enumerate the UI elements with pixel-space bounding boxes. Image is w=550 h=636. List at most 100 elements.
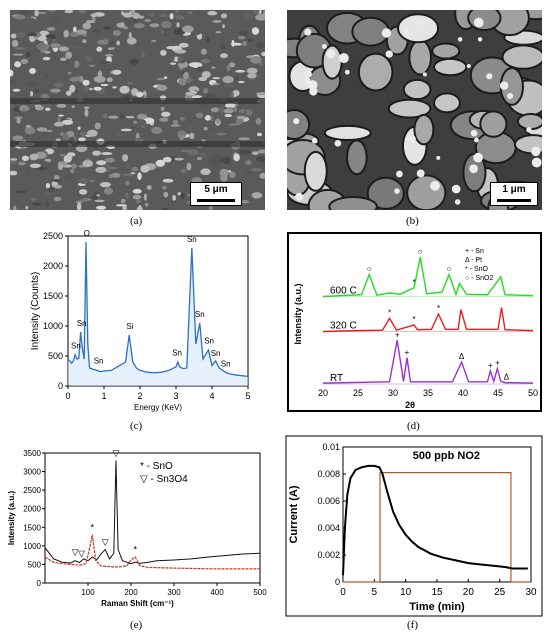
caption-c: (c)	[130, 420, 143, 432]
sem-a-grain	[250, 55, 262, 64]
sem-a-grain	[22, 109, 27, 112]
sem-a-grain	[67, 71, 72, 75]
sem-a-grain	[12, 53, 24, 56]
sem-a-grain	[151, 39, 157, 42]
sem-a-grain	[233, 106, 237, 112]
sem-a-grain	[13, 14, 26, 20]
sem-a-grain	[75, 29, 88, 35]
y-tick-label: 500	[28, 560, 42, 569]
peak-marker: *	[437, 304, 440, 313]
sem-a-grain	[163, 191, 169, 198]
sem-b-particle	[469, 164, 478, 174]
sem-a-grain	[34, 105, 44, 111]
sem-a-grain	[244, 170, 255, 174]
sem-a-grain	[73, 132, 78, 135]
peak-marker: *	[412, 315, 415, 324]
sem-b-particle	[408, 135, 416, 143]
sem-a-grain	[45, 182, 50, 189]
peak-label: Sn	[94, 356, 104, 365]
sem-b-grain	[432, 57, 468, 77]
sem-a-grain	[70, 169, 75, 174]
sem-a-grain	[69, 77, 80, 82]
sem-a-grain	[88, 64, 96, 67]
peak-marker: *	[412, 278, 415, 287]
y-tick-label: 0	[37, 579, 42, 588]
sem-a-grain	[115, 204, 128, 207]
sem-a-grain	[56, 103, 67, 108]
sem-a-grain	[95, 166, 107, 173]
sem-a-stripe	[10, 141, 265, 147]
y-tick-label: 3500	[23, 449, 41, 458]
y-tick-label: 0.006	[317, 496, 340, 506]
sem-a-grain	[160, 21, 172, 29]
sem-b-particle	[394, 188, 400, 194]
y-axis-label: Intensity (Counts)	[30, 272, 41, 350]
x-tick-label: 4	[209, 391, 214, 401]
sem-a-grain	[130, 10, 136, 16]
x-tick-label: 0	[65, 391, 70, 401]
sem-a-grain	[74, 60, 80, 68]
sem-a-grain	[202, 87, 209, 94]
y-tick-label: 2000	[23, 505, 41, 514]
sem-a-grain	[51, 19, 63, 22]
x-tick-label: 20	[463, 587, 475, 598]
scale-bar-a: 5 μm	[190, 182, 242, 206]
sem-a-grain	[183, 71, 189, 80]
x-tick-label: 3	[173, 391, 178, 401]
sem-a-grain	[14, 61, 22, 68]
sem-a-grain	[119, 85, 130, 94]
sem-a-grain	[82, 85, 90, 93]
sem-a-grain	[13, 205, 17, 210]
sem-a-grain	[244, 160, 252, 166]
sem-a-grain	[90, 13, 98, 18]
sem-a-grain	[88, 87, 93, 91]
raman-series-line	[44, 460, 261, 565]
sem-b-particle	[304, 70, 312, 78]
sem-a-grain	[188, 62, 201, 68]
sem-a-grain	[82, 22, 92, 30]
sem-a-grain	[133, 22, 145, 29]
sem-a-grain	[10, 158, 18, 161]
sem-a-grain	[203, 126, 208, 131]
x-axis-label: Time (min)	[409, 601, 465, 613]
sem-a-grain	[87, 129, 98, 137]
x-tick-label: 10	[400, 587, 412, 598]
sem-a-grain	[106, 77, 113, 83]
legend-entry: * - SnO	[465, 266, 489, 273]
sem-b-particle	[436, 155, 441, 160]
sem-a-grain	[186, 162, 192, 171]
sem-b-particle	[416, 169, 425, 178]
y-tick-label: 1500	[43, 291, 63, 301]
sem-a-grain	[34, 88, 40, 94]
caption-b: (b)	[406, 215, 419, 227]
sem-a-grain	[25, 167, 31, 175]
sem-a-grain	[246, 67, 258, 74]
sem-a-grain	[63, 29, 69, 38]
sem-a-grain	[25, 17, 37, 26]
sem-a-grain	[181, 70, 185, 74]
sem-a-grain	[140, 203, 147, 206]
sem-a-grain	[123, 26, 128, 30]
sem-a-grain	[125, 115, 135, 119]
sem-a-grain	[79, 198, 90, 202]
y-tick-label: 1000	[43, 321, 63, 331]
y-tick-label: 2500	[43, 231, 63, 241]
sem-a-grain	[66, 130, 75, 138]
sem-a-grain	[45, 33, 57, 40]
sem-b-texture	[287, 10, 542, 210]
sem-b-particle	[334, 140, 342, 147]
sem-a-grain	[76, 202, 82, 210]
sem-a-grain	[54, 82, 64, 88]
sem-a-grain	[115, 132, 121, 137]
sem-a-grain	[235, 69, 246, 73]
series-label: RT	[330, 373, 343, 384]
x-tick-label: 30	[388, 388, 398, 398]
x-tick-label: 45	[493, 388, 503, 398]
sem-a-grain	[10, 170, 18, 176]
x-tick-label: 300	[167, 588, 181, 597]
x-tick-label: 35	[423, 388, 433, 398]
sem-a-grain	[96, 194, 100, 197]
sem-a-grain	[103, 187, 114, 195]
caption-e: (e)	[130, 619, 143, 631]
sem-b-particle	[293, 118, 300, 125]
